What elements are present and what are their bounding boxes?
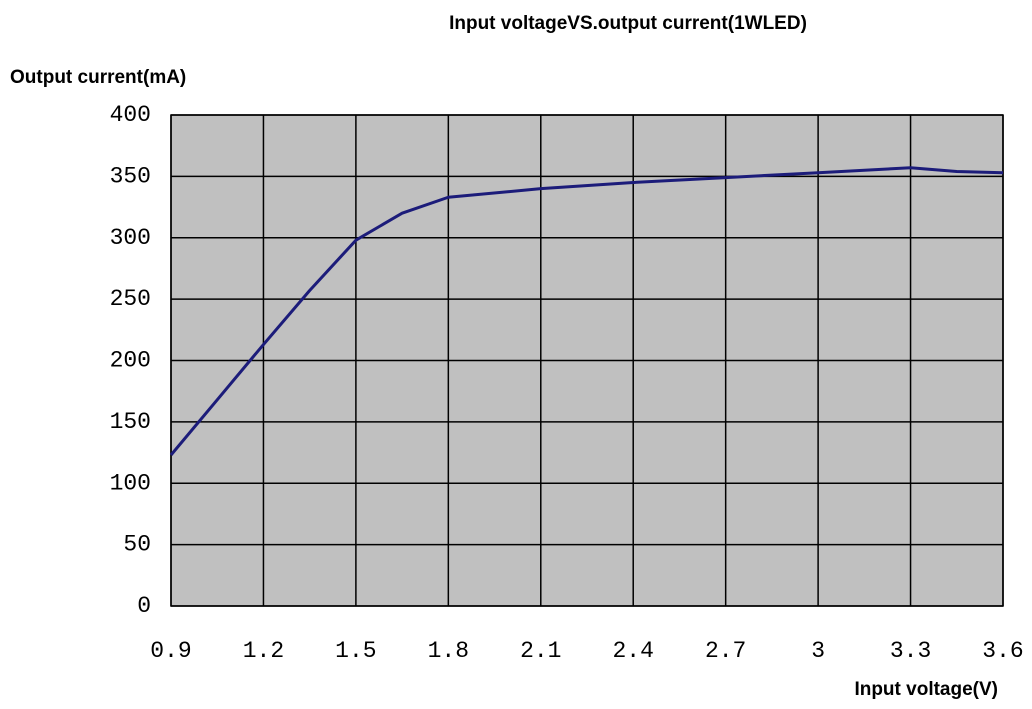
y-tick-label: 400 [110,102,151,128]
y-tick-label: 0 [137,593,151,619]
y-tick-label: 150 [110,409,151,435]
y-tick-label: 50 [123,532,151,558]
chart-title: Input voltageVS.output current(1WLED) [449,13,807,34]
x-tick-label: 2.4 [613,638,654,664]
x-tick-label: 3.3 [890,638,931,664]
x-tick-label: 1.8 [428,638,469,664]
y-tick-label: 350 [110,163,151,189]
x-tick-label: 2.7 [705,638,746,664]
y-tick-label: 200 [110,348,151,374]
x-tick-label: 0.9 [150,638,191,664]
x-tick-label: 1.5 [335,638,376,664]
y-tick-label: 300 [110,225,151,251]
x-tick-label: 2.1 [520,638,561,664]
x-tick-label: 3 [811,638,825,664]
x-axis-label: Input voltage(V) [854,679,998,700]
x-tick-label: 1.2 [243,638,284,664]
y-axis-label: Output current(mA) [10,67,186,88]
y-tick-label: 100 [110,470,151,496]
data-line [169,166,1004,456]
y-tick-label: 250 [110,286,151,312]
x-tick-label: 3.6 [982,638,1023,664]
